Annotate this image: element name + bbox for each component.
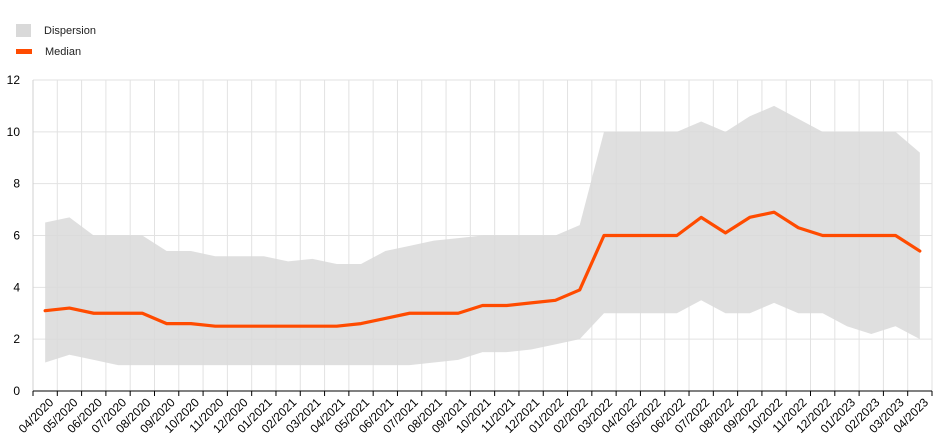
legend: Dispersion Median	[14, 20, 96, 62]
median-swatch	[16, 49, 32, 54]
dispersion-swatch	[16, 24, 31, 37]
dispersion-band	[45, 105, 920, 366]
y-tick-label: 4	[13, 280, 20, 294]
legend-label-median: Median	[45, 45, 82, 58]
y-tick-label: 10	[7, 125, 21, 139]
y-tick-label: 6	[13, 229, 20, 243]
y-tick-label: 12	[7, 73, 21, 87]
legend-label-dispersion: Dispersion	[44, 24, 96, 37]
y-tick-label: 0	[13, 384, 20, 398]
legend-item-dispersion: Dispersion	[14, 20, 96, 41]
legend-item-median: Median	[14, 41, 96, 62]
x-axis: 04/202005/202006/202007/202008/202009/20…	[16, 390, 933, 436]
y-axis: 0 2 4 6 8 10 12	[7, 73, 34, 398]
y-tick-label: 2	[13, 332, 20, 346]
median-line-layer	[43, 210, 922, 328]
y-tick-label: 8	[13, 177, 20, 191]
dispersion-band-layer	[45, 105, 920, 366]
